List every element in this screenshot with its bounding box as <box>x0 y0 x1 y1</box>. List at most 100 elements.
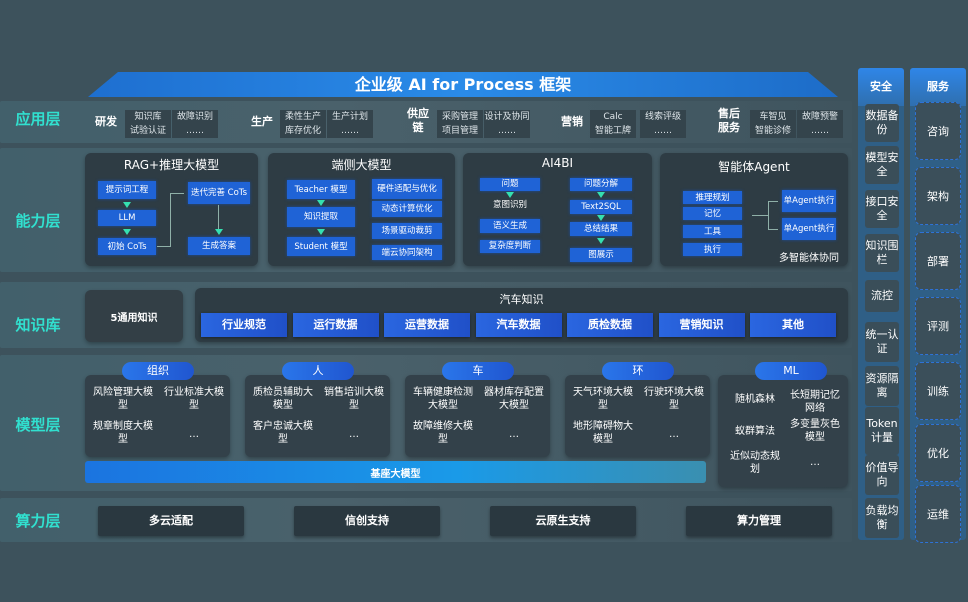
security-item[interactable]: 流控 <box>865 280 899 312</box>
knowledge-item-button[interactable]: 营销知识 <box>658 313 745 337</box>
service-item[interactable]: 优化 <box>915 424 961 482</box>
service-item[interactable]: 评测 <box>915 297 961 355</box>
service-item[interactable]: 咨询 <box>915 102 961 160</box>
agent-step[interactable]: 推理规划 <box>683 191 742 204</box>
model-item[interactable]: 地形障碍物大模型 <box>573 421 633 445</box>
knowledge-item-button[interactable]: 行业规范 <box>201 313 287 337</box>
app-item[interactable]: 故障识别 <box>172 110 218 124</box>
ai4bi-step[interactable]: 图展示 <box>570 248 632 262</box>
rag-step[interactable]: 提示词工程 <box>98 181 156 199</box>
model-item[interactable]: 故障维修大模型 <box>413 421 473 445</box>
model-item[interactable]: 行驶环境大模型 <box>644 387 704 411</box>
model-item[interactable]: … <box>189 429 199 440</box>
agent-step[interactable]: 单Agent执行 <box>782 190 836 212</box>
model-item[interactable]: 车辆健康检测大模型 <box>413 387 473 411</box>
model-item[interactable]: 近似动态规划 <box>730 451 780 475</box>
ai4bi-step[interactable]: 复杂度判断 <box>480 240 540 253</box>
service-item[interactable]: 架构 <box>915 167 961 225</box>
ai4bi-step[interactable]: 语义生成 <box>480 219 540 233</box>
security-item[interactable]: Token计量 <box>865 407 899 455</box>
model-group-pill[interactable]: 组织 <box>122 362 194 380</box>
service-item[interactable]: 运维 <box>915 485 961 543</box>
ai4bi-step[interactable]: 问题 <box>480 178 540 191</box>
rag-step[interactable]: 生成答案 <box>188 237 250 255</box>
compute-item-button[interactable]: 信创支持 <box>294 506 440 536</box>
model-item[interactable]: 多变量灰色模型 <box>790 419 840 443</box>
model-item[interactable]: 行业标准大模型 <box>164 387 224 411</box>
app-item[interactable]: Calc <box>590 110 636 124</box>
app-item[interactable]: 知识库 <box>125 110 171 124</box>
app-item[interactable]: …… <box>327 124 373 138</box>
app-item[interactable]: 柔性生产 <box>280 110 326 124</box>
knowledge-item-button[interactable]: 质检数据 <box>567 313 653 337</box>
rag-step[interactable]: 初始 CoTs <box>98 238 156 255</box>
knowledge-item-button[interactable]: 运营数据 <box>384 313 470 337</box>
model-item[interactable]: 质检员辅助大模型 <box>253 387 313 411</box>
foundation-model-bar[interactable] <box>85 461 706 483</box>
ai4bi-step[interactable]: 总结结果 <box>570 222 632 236</box>
rag-step[interactable]: LLM <box>98 210 156 226</box>
model-item[interactable]: … <box>509 429 519 440</box>
security-item[interactable]: 价值导向 <box>865 455 899 495</box>
edge-model-step[interactable]: Teacher 模型 <box>287 180 355 199</box>
security-item[interactable]: 模型安全 <box>865 146 899 184</box>
model-item[interactable]: … <box>810 457 820 468</box>
model-item[interactable]: 风险管理大模型 <box>93 387 153 411</box>
security-item[interactable]: 接口安全 <box>865 190 899 228</box>
agent-step[interactable]: 执行 <box>683 243 742 256</box>
model-item[interactable]: 随机森林 <box>735 394 775 405</box>
service-item[interactable]: 训练 <box>915 362 961 420</box>
app-item[interactable]: 智能工牌 <box>590 124 636 138</box>
security-item[interactable]: 资源隔离 <box>865 366 899 406</box>
ai4bi-step[interactable]: Text2SQL <box>570 200 632 214</box>
compute-item-button[interactable]: 多云适配 <box>98 506 244 536</box>
app-item[interactable]: 设计及协同 <box>484 110 530 124</box>
agent-step[interactable]: 单Agent执行 <box>782 218 836 240</box>
rag-step[interactable]: 迭代完善 CoTs <box>188 182 250 204</box>
edge-model-step[interactable]: 动态计算优化 <box>372 201 442 217</box>
agent-step[interactable]: 工具 <box>683 225 742 238</box>
app-item[interactable]: 采购管理 <box>437 110 483 124</box>
compute-item-button[interactable]: 云原生支持 <box>490 506 636 536</box>
app-item[interactable]: …… <box>172 124 218 138</box>
app-item[interactable]: …… <box>484 124 530 138</box>
security-item[interactable]: 负载均衡 <box>865 498 899 538</box>
ai4bi-step[interactable]: 问题分解 <box>570 178 632 191</box>
model-item[interactable]: 天气环境大模型 <box>573 387 633 411</box>
knowledge-item-button[interactable]: 运行数据 <box>292 313 379 337</box>
app-item[interactable]: 智能诊修 <box>750 124 796 138</box>
app-item[interactable]: …… <box>640 124 686 138</box>
app-item[interactable]: 库存优化 <box>280 124 326 138</box>
model-group-pill[interactable]: 人 <box>282 362 354 380</box>
model-item[interactable]: 器材库存配置大模型 <box>484 387 544 411</box>
app-item[interactable]: 生产计划 <box>327 110 373 124</box>
app-item[interactable]: 试验认证 <box>125 124 171 138</box>
app-item[interactable]: 车智见 <box>750 110 796 124</box>
app-item[interactable]: 线索评级 <box>640 110 686 124</box>
model-item[interactable]: … <box>349 429 359 440</box>
model-item[interactable]: 客户忠诚大模型 <box>253 421 313 445</box>
security-item[interactable]: 数据备份 <box>865 104 899 142</box>
model-group-pill[interactable]: ML <box>755 362 827 380</box>
edge-model-step[interactable]: 场景驱动裁剪 <box>372 223 442 239</box>
edge-model-step[interactable]: 硬件适配与优化 <box>372 179 442 199</box>
model-group-pill[interactable]: 车 <box>442 362 514 380</box>
app-item[interactable]: …… <box>797 124 843 138</box>
agent-step[interactable]: 记忆 <box>683 207 742 220</box>
edge-model-step[interactable]: 知识提取 <box>287 207 355 227</box>
model-item[interactable]: 规章制度大模型 <box>93 421 153 445</box>
security-item[interactable]: 知识围栏 <box>865 234 899 272</box>
knowledge-item-button[interactable]: 汽车数据 <box>475 313 562 337</box>
model-item[interactable]: 长短期记忆网络 <box>790 390 840 414</box>
app-item[interactable]: 项目管理 <box>437 124 483 138</box>
service-item[interactable]: 部署 <box>915 232 961 290</box>
edge-model-step[interactable]: Student 模型 <box>287 237 355 256</box>
edge-model-step[interactable]: 端云协同架构 <box>372 245 442 260</box>
model-item[interactable]: 销售培训大模型 <box>324 387 384 411</box>
model-item[interactable]: … <box>669 429 679 440</box>
model-group-pill[interactable]: 环 <box>602 362 674 380</box>
compute-item-button[interactable]: 算力管理 <box>686 506 832 536</box>
security-item[interactable]: 统一认证 <box>865 322 899 362</box>
knowledge-item-button[interactable]: 其他 <box>750 313 836 337</box>
model-item[interactable]: 蚁群算法 <box>735 426 775 437</box>
